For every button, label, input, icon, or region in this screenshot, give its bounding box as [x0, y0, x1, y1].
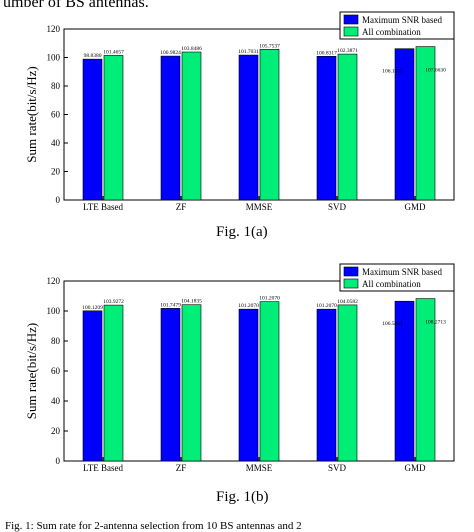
bar: [394, 300, 415, 462]
legend-label: All combination: [362, 279, 421, 289]
y-tick-label: 40: [51, 396, 61, 406]
bar: [337, 304, 358, 462]
data-label: 101.2070: [238, 303, 259, 309]
data-label: 101.2070: [259, 296, 280, 302]
y-tick-label: 20: [51, 167, 61, 177]
bar: [394, 48, 415, 201]
data-label: 101.4657: [103, 49, 124, 55]
bar: [316, 308, 337, 462]
y-axis-label: Sum rate(bit/s/Hz): [24, 323, 39, 419]
data-label: 101.7031: [238, 49, 259, 55]
y-tick-label: 60: [51, 366, 61, 376]
bar: [181, 51, 202, 201]
data-label: 107.6630: [425, 68, 446, 74]
data-label: 100.8317: [316, 50, 337, 56]
data-label: 106.1625: [382, 69, 403, 75]
figure-caption-b: Fig. 1(b): [216, 489, 269, 505]
bar: [181, 304, 202, 462]
data-label: 100.1209: [82, 305, 103, 311]
figure-caption-a: Fig. 1(a): [216, 224, 268, 240]
legend-label: Maximum SNR based: [362, 267, 442, 277]
legend-swatch: [343, 14, 359, 25]
x-tick-label: ZF: [176, 202, 187, 212]
data-label: 108.2713: [425, 320, 446, 326]
y-tick-label: 40: [51, 138, 61, 148]
legend-swatch: [343, 266, 359, 277]
data-label: 104.1835: [181, 299, 202, 305]
data-label: 102.3871: [337, 48, 358, 54]
bar: [415, 298, 436, 462]
x-tick-label: MMSE: [246, 463, 273, 473]
intro-text-fragment: umber of BS antennas.: [3, 0, 149, 11]
data-label: 101.2070: [316, 303, 337, 309]
data-label: 101.7479: [160, 302, 181, 308]
bar: [160, 308, 181, 462]
bar: [238, 54, 259, 201]
y-tick-label: 60: [51, 110, 61, 120]
y-tick-label: 80: [51, 336, 61, 346]
bar: [316, 56, 337, 201]
y-tick-label: 120: [47, 24, 61, 34]
bar: [238, 308, 259, 462]
chart-a: 0 20 40 60 80 100 120 Sum rate(bit/s/Hz) LTE Bas…: [24, 11, 455, 212]
bar: [103, 55, 124, 201]
data-label: 104.0582: [337, 299, 358, 305]
y-tick-label: 20: [51, 426, 61, 436]
bar: [259, 301, 280, 462]
data-label: 105.7537: [259, 43, 280, 49]
chart-b: 0 20 40 60 80 100 120 Sum rate(bit/s/Hz) LTE Bas…: [24, 263, 455, 473]
x-tick-label: ZF: [176, 463, 187, 473]
y-tick-label: 0: [56, 456, 61, 466]
legend-swatch: [343, 278, 359, 289]
legend-box: [339, 263, 455, 292]
y-tick-label: 120: [47, 276, 61, 286]
data-label: 103.9272: [103, 299, 124, 305]
y-tick-label: 0: [56, 195, 61, 205]
x-tick-label: SVD: [328, 202, 347, 212]
x-tick-label: LTE Based: [83, 463, 123, 473]
y-axis-label: Sum rate(bit/s/Hz): [24, 66, 39, 162]
bar: [415, 46, 436, 201]
data-label: 103.8486: [181, 46, 202, 52]
data-label: 100.9824: [160, 50, 181, 56]
y-tick-label: 100: [47, 53, 61, 63]
data-label: 106.5201: [382, 321, 403, 327]
figure-description-fragment: Fig. 1: Sum rate for 2-antenna selection…: [5, 520, 302, 532]
legend-label: All combination: [362, 27, 421, 37]
bar: [160, 55, 181, 201]
x-tick-label: GMD: [404, 463, 426, 473]
bar: [337, 53, 358, 201]
bar: [259, 49, 280, 201]
x-tick-label: SVD: [328, 463, 347, 473]
y-tick-label: 100: [47, 306, 61, 316]
y-tick-label: 80: [51, 81, 61, 91]
bar: [82, 310, 103, 462]
legend-label: Maximum SNR based: [362, 15, 442, 25]
legend-box: [339, 11, 455, 40]
legend-swatch: [343, 26, 359, 37]
data-label: 98.8380: [84, 53, 102, 59]
x-tick-label: GMD: [404, 202, 426, 212]
x-tick-label: MMSE: [246, 202, 273, 212]
bar: [103, 304, 124, 462]
bar: [82, 58, 103, 201]
x-tick-label: LTE Based: [83, 202, 123, 212]
